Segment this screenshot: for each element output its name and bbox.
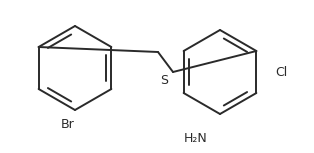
Text: Cl: Cl — [275, 65, 287, 78]
Text: S: S — [160, 74, 168, 87]
Text: H₂N: H₂N — [184, 132, 208, 145]
Text: Br: Br — [61, 118, 75, 131]
